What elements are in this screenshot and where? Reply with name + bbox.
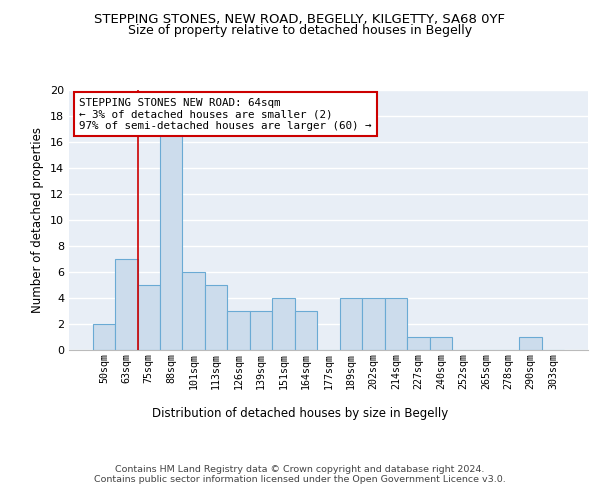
Text: STEPPING STONES NEW ROAD: 64sqm
← 3% of detached houses are smaller (2)
97% of s: STEPPING STONES NEW ROAD: 64sqm ← 3% of … — [79, 98, 372, 131]
Bar — [205, 285, 227, 350]
Bar — [160, 129, 182, 350]
Bar — [295, 311, 317, 350]
Bar — [520, 337, 542, 350]
Bar — [250, 311, 272, 350]
Text: Contains HM Land Registry data © Crown copyright and database right 2024.
Contai: Contains HM Land Registry data © Crown c… — [94, 465, 506, 484]
Bar — [430, 337, 452, 350]
Bar — [362, 298, 385, 350]
Text: Size of property relative to detached houses in Begelly: Size of property relative to detached ho… — [128, 24, 472, 37]
Text: STEPPING STONES, NEW ROAD, BEGELLY, KILGETTY, SA68 0YF: STEPPING STONES, NEW ROAD, BEGELLY, KILG… — [95, 12, 505, 26]
Bar — [385, 298, 407, 350]
Y-axis label: Number of detached properties: Number of detached properties — [31, 127, 44, 313]
Bar — [182, 272, 205, 350]
Bar — [407, 337, 430, 350]
Bar — [137, 285, 160, 350]
Bar — [272, 298, 295, 350]
Bar — [340, 298, 362, 350]
Bar — [115, 259, 137, 350]
Bar — [227, 311, 250, 350]
Text: Distribution of detached houses by size in Begelly: Distribution of detached houses by size … — [152, 408, 448, 420]
Bar — [92, 324, 115, 350]
